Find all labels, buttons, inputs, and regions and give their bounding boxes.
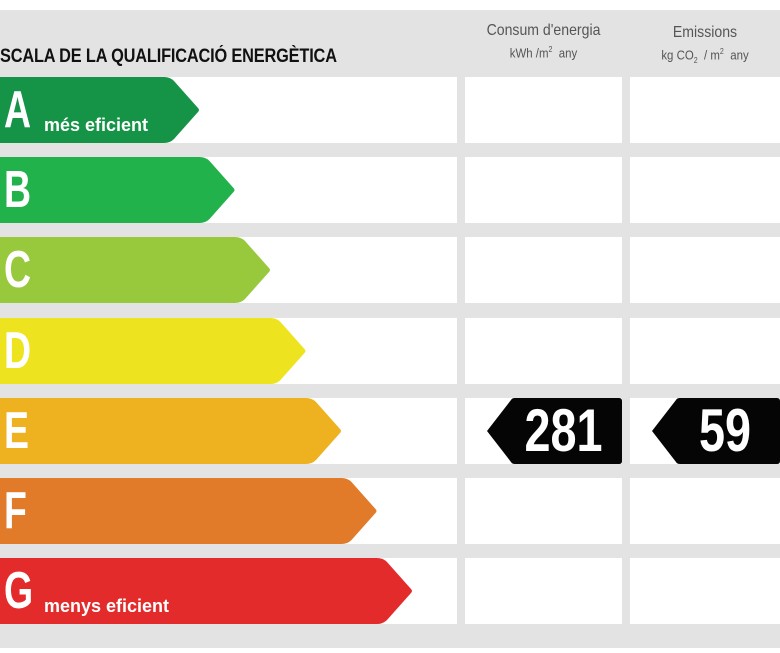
consum-cell-a <box>465 77 622 143</box>
consum-label: Consum d'energia <box>486 22 601 39</box>
band-arrow-c <box>0 237 270 303</box>
band-letter-g: G <box>4 562 34 620</box>
emissions-cell-b <box>630 157 780 223</box>
band-arrow-b <box>0 157 235 223</box>
consum-unit: kWh /m2 any <box>509 45 578 61</box>
band-arrow-d <box>0 318 306 384</box>
band-arrow-e <box>0 398 341 464</box>
band-arrow-f <box>0 478 377 544</box>
band-letter-e: E <box>4 402 29 460</box>
emissions-rating-value: 59 <box>698 397 752 464</box>
emissions-cell-a <box>630 77 780 143</box>
consum-rating-arrow <box>487 398 622 464</box>
band-c <box>0 237 270 303</box>
band-letter-b: B <box>4 161 32 219</box>
emissions-header: Emissions kg CO2 / m2 any <box>630 24 780 65</box>
band-a <box>0 77 199 143</box>
rating-table: SCALA DE LA QUALIFICACIÓ ENERGÈTICA Cons… <box>0 10 780 648</box>
band-f <box>0 478 377 544</box>
consum-cell-g <box>465 558 622 624</box>
band-letter-d: D <box>4 322 32 380</box>
band-b <box>0 157 235 223</box>
band-arrow-a <box>0 77 199 143</box>
consum-cell-b <box>465 157 622 223</box>
band-e <box>0 398 341 464</box>
consum-rating-value: 281 <box>524 397 603 464</box>
consum-rating-marker <box>487 398 622 464</box>
emissions-cell-g <box>630 558 780 624</box>
band-d <box>0 318 306 384</box>
emissions-rating-marker <box>652 398 780 464</box>
band-letter-c: C <box>4 241 32 299</box>
consum-cell-c <box>465 237 622 303</box>
emissions-cell-c <box>630 237 780 303</box>
consum-cell-d <box>465 318 622 384</box>
band-g <box>0 558 412 624</box>
emissions-rating-arrow <box>652 398 780 464</box>
consum-header: Consum d'energia kWh /m2 any <box>465 22 622 60</box>
band-arrow-g <box>0 558 412 624</box>
emissions-unit: kg CO2 / m2 any <box>661 47 749 65</box>
band-letter-a: A <box>4 81 32 139</box>
emissions-cell-d <box>630 318 780 384</box>
scale-title: SCALA DE LA QUALIFICACIÓ ENERGÈTICA <box>0 46 337 67</box>
band-label-a: més eficient <box>44 115 149 135</box>
consum-cell-f <box>465 478 622 544</box>
band-label-g: menys eficient <box>44 596 170 616</box>
emissions-label: Emissions <box>672 24 738 41</box>
emissions-cell-f <box>630 478 780 544</box>
band-letter-f: F <box>4 482 27 540</box>
